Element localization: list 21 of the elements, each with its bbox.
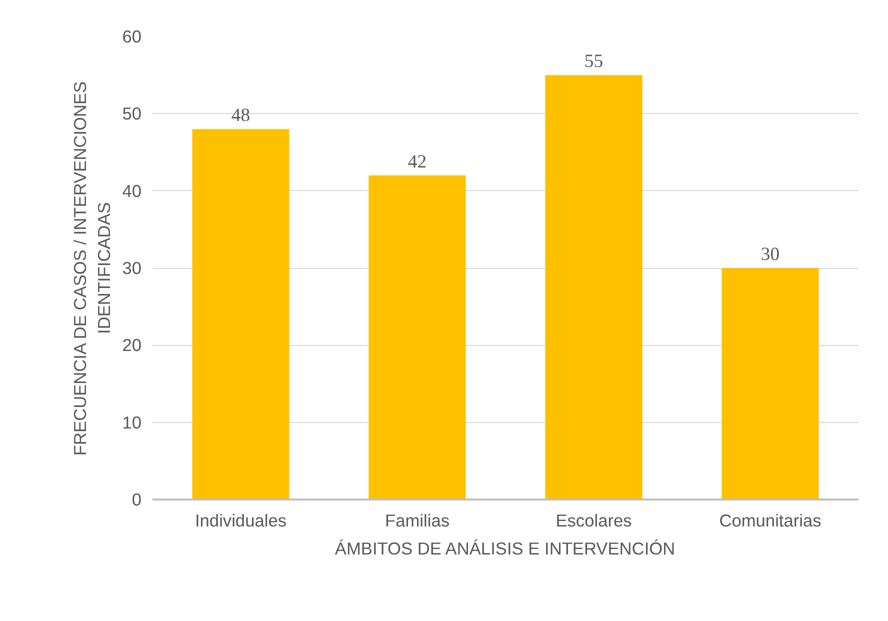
y-tick-label: 40 bbox=[122, 180, 142, 201]
data-label: 48 bbox=[231, 105, 250, 126]
data-label: 42 bbox=[408, 151, 427, 172]
x-tick-label: Individuales bbox=[194, 510, 287, 530]
y-tick-label: 10 bbox=[122, 412, 142, 432]
y-tick-label: 60 bbox=[122, 26, 142, 46]
data-label: 30 bbox=[760, 244, 780, 265]
y-tick-label: 30 bbox=[122, 258, 142, 278]
x-tick-label: Escolares bbox=[556, 510, 632, 530]
bar bbox=[722, 268, 819, 500]
x-tick-label: Comunitarias bbox=[719, 510, 822, 530]
bar bbox=[192, 129, 290, 500]
y-tick-label: 50 bbox=[122, 104, 142, 124]
x-axis-title: ÁMBITOS DE ANÁLISIS E INTERVENCIÓN bbox=[334, 538, 676, 558]
data-label: 55 bbox=[584, 51, 604, 72]
y-tick-label: 20 bbox=[122, 335, 142, 356]
bar bbox=[545, 75, 642, 500]
y-tick-label: 0 bbox=[132, 490, 142, 510]
x-tick-label: Familias bbox=[384, 510, 450, 530]
bar bbox=[368, 175, 466, 500]
y-axis-title: FRECUENCIA DE CASOS / INTERVENCIONES IDENTIFICADAS bbox=[70, 81, 114, 456]
